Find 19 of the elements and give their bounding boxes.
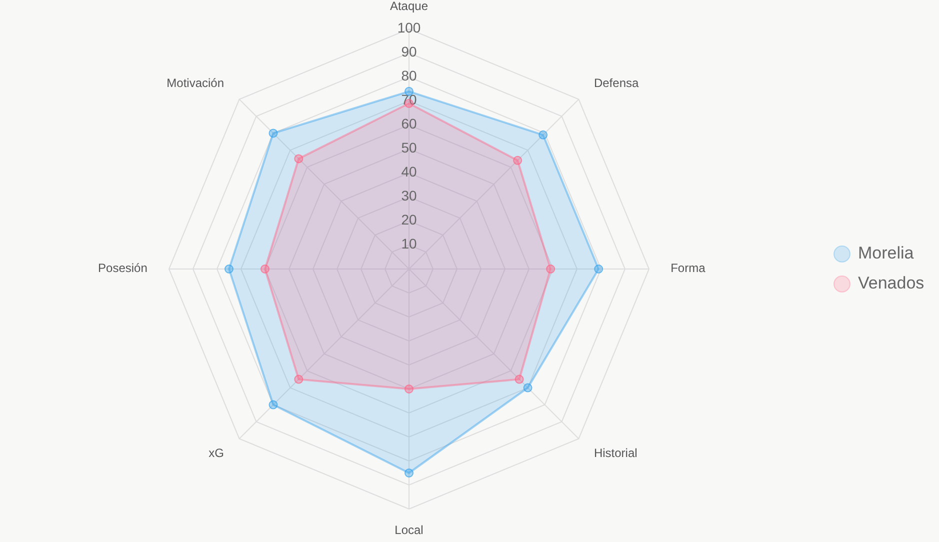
y-tick-label: 50 xyxy=(401,140,417,156)
y-tick-label: 80 xyxy=(401,68,417,84)
y-tick-label: 100 xyxy=(397,20,421,36)
spoke-label: Motivación xyxy=(166,76,224,90)
spoke-label: Historial xyxy=(594,446,638,460)
spoke-label: Defensa xyxy=(594,76,639,90)
spoke-label: Local xyxy=(394,523,424,538)
y-tick-label: 20 xyxy=(401,212,417,228)
spoke-label: xG xyxy=(208,446,224,460)
legend-label: Morelia xyxy=(858,243,914,262)
spoke-label: Ataque xyxy=(390,0,428,14)
y-tick-label: 30 xyxy=(401,188,417,204)
y-tick-label: 10 xyxy=(401,236,417,252)
y-tick-label: 40 xyxy=(401,164,417,180)
y-tick-label: 60 xyxy=(401,116,417,132)
spoke-label: Forma xyxy=(670,261,706,276)
y-tick-label: 90 xyxy=(401,44,417,60)
legend-label: Venados xyxy=(858,273,924,292)
spoke-label: Posesión xyxy=(98,261,148,276)
